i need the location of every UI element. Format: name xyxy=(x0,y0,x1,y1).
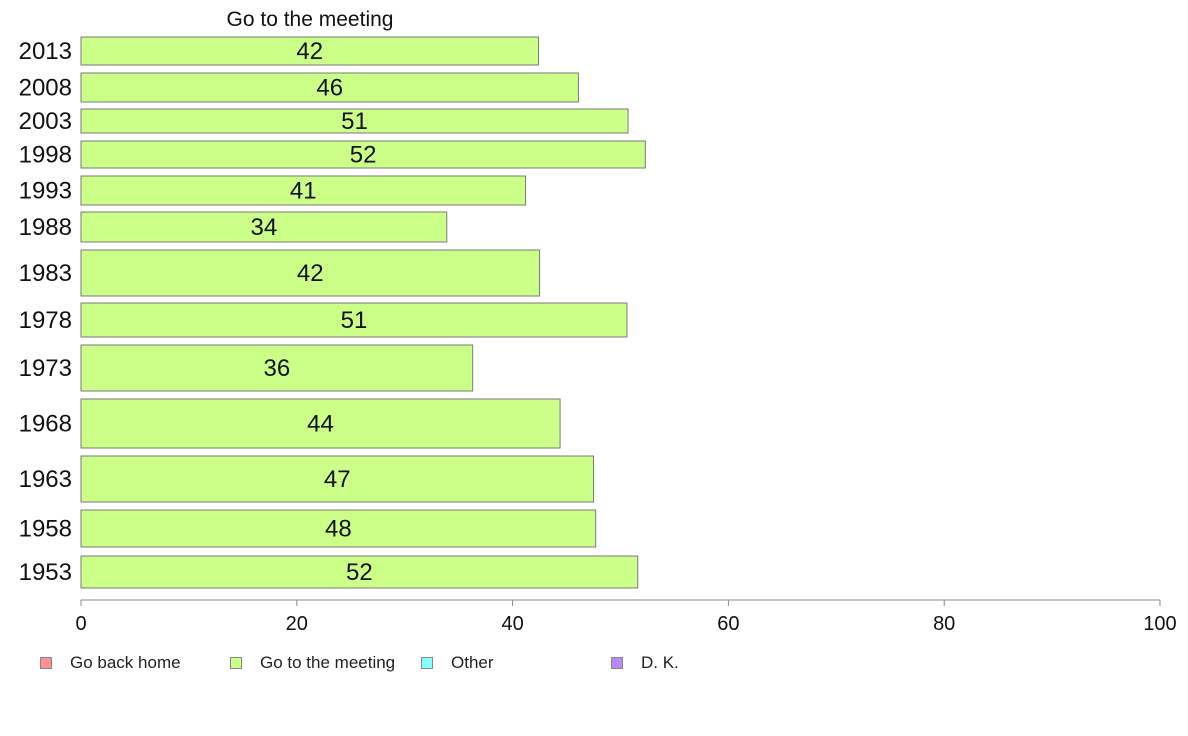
data-label-1998: 52 xyxy=(350,142,377,169)
bar-1958 xyxy=(80,509,597,548)
data-label-2008: 46 xyxy=(316,75,343,102)
legend-item-other: Other xyxy=(421,653,494,673)
bar-1973 xyxy=(80,344,474,392)
data-label-1958: 48 xyxy=(325,516,352,543)
chart-title: Go to the meeting xyxy=(227,8,394,31)
legend-swatch xyxy=(421,657,433,669)
bar-2008 xyxy=(80,72,579,103)
legend-swatch xyxy=(40,657,52,669)
category-label-2003: 2003 xyxy=(19,108,72,135)
legend-swatch xyxy=(611,657,623,669)
bar-1968 xyxy=(80,398,561,449)
x-tick-label-20: 20 xyxy=(286,613,308,635)
category-label-1958: 1958 xyxy=(19,516,72,543)
category-label-1988: 1988 xyxy=(19,214,72,241)
category-label-1983: 1983 xyxy=(19,260,72,287)
category-label-1978: 1978 xyxy=(19,307,72,334)
x-tick-label-0: 0 xyxy=(75,613,86,635)
category-label-1963: 1963 xyxy=(19,466,72,493)
legend: Go back home Go to the meeting Other D. … xyxy=(0,653,1188,677)
data-label-1953: 52 xyxy=(346,559,373,586)
legend-label: Other xyxy=(451,653,494,672)
data-label-1968: 44 xyxy=(307,411,334,438)
bar-1963 xyxy=(80,455,595,503)
bars-layer: 42 2013 46 2008 51 2003 52 1998 41 1993 34 1988 42 19… xyxy=(19,36,646,589)
x-tick-label-60: 60 xyxy=(717,613,739,635)
bar-2003 xyxy=(80,108,629,134)
category-label-2008: 2008 xyxy=(19,75,72,102)
data-label-1988: 34 xyxy=(251,214,278,241)
bar-1993 xyxy=(80,175,527,206)
data-label-1993: 41 xyxy=(290,178,317,205)
legend-swatch xyxy=(230,657,242,669)
bar-1978 xyxy=(80,302,628,338)
data-label-2003: 51 xyxy=(341,108,368,135)
bar-1983 xyxy=(80,249,541,297)
x-tick-label-80: 80 xyxy=(933,613,955,635)
bar-chart: Go to the meeting 42 2013 46 2008 51 2003 52 19… xyxy=(19,8,1177,635)
legend-item-dk: D. K. xyxy=(611,653,679,673)
bar-2013 xyxy=(80,36,539,66)
data-label-1978: 51 xyxy=(341,307,368,334)
bar-1988 xyxy=(80,211,448,243)
bar-1998 xyxy=(80,140,646,169)
x-axis: 0 20 40 60 80 100 xyxy=(75,599,1177,635)
category-label-1998: 1998 xyxy=(19,142,72,169)
legend-label: Go back home xyxy=(70,653,181,672)
data-label-1963: 47 xyxy=(324,466,351,493)
legend-label: D. K. xyxy=(641,653,679,672)
legend-item-go-back-home: Go back home xyxy=(40,653,181,673)
data-label-1973: 36 xyxy=(263,355,290,382)
data-label-2013: 42 xyxy=(296,38,323,65)
x-tick-label-100: 100 xyxy=(1143,613,1176,635)
legend-item-go-to-the-meeting: Go to the meeting xyxy=(230,653,395,673)
category-label-1973: 1973 xyxy=(19,355,72,382)
data-label-1983: 42 xyxy=(297,260,324,287)
category-label-1993: 1993 xyxy=(19,178,72,205)
category-label-1968: 1968 xyxy=(19,411,72,438)
x-tick-label-40: 40 xyxy=(501,613,523,635)
category-label-1953: 1953 xyxy=(19,559,72,586)
legend-label: Go to the meeting xyxy=(260,653,396,672)
category-label-2013: 2013 xyxy=(19,38,72,65)
bar-1953 xyxy=(80,555,639,589)
